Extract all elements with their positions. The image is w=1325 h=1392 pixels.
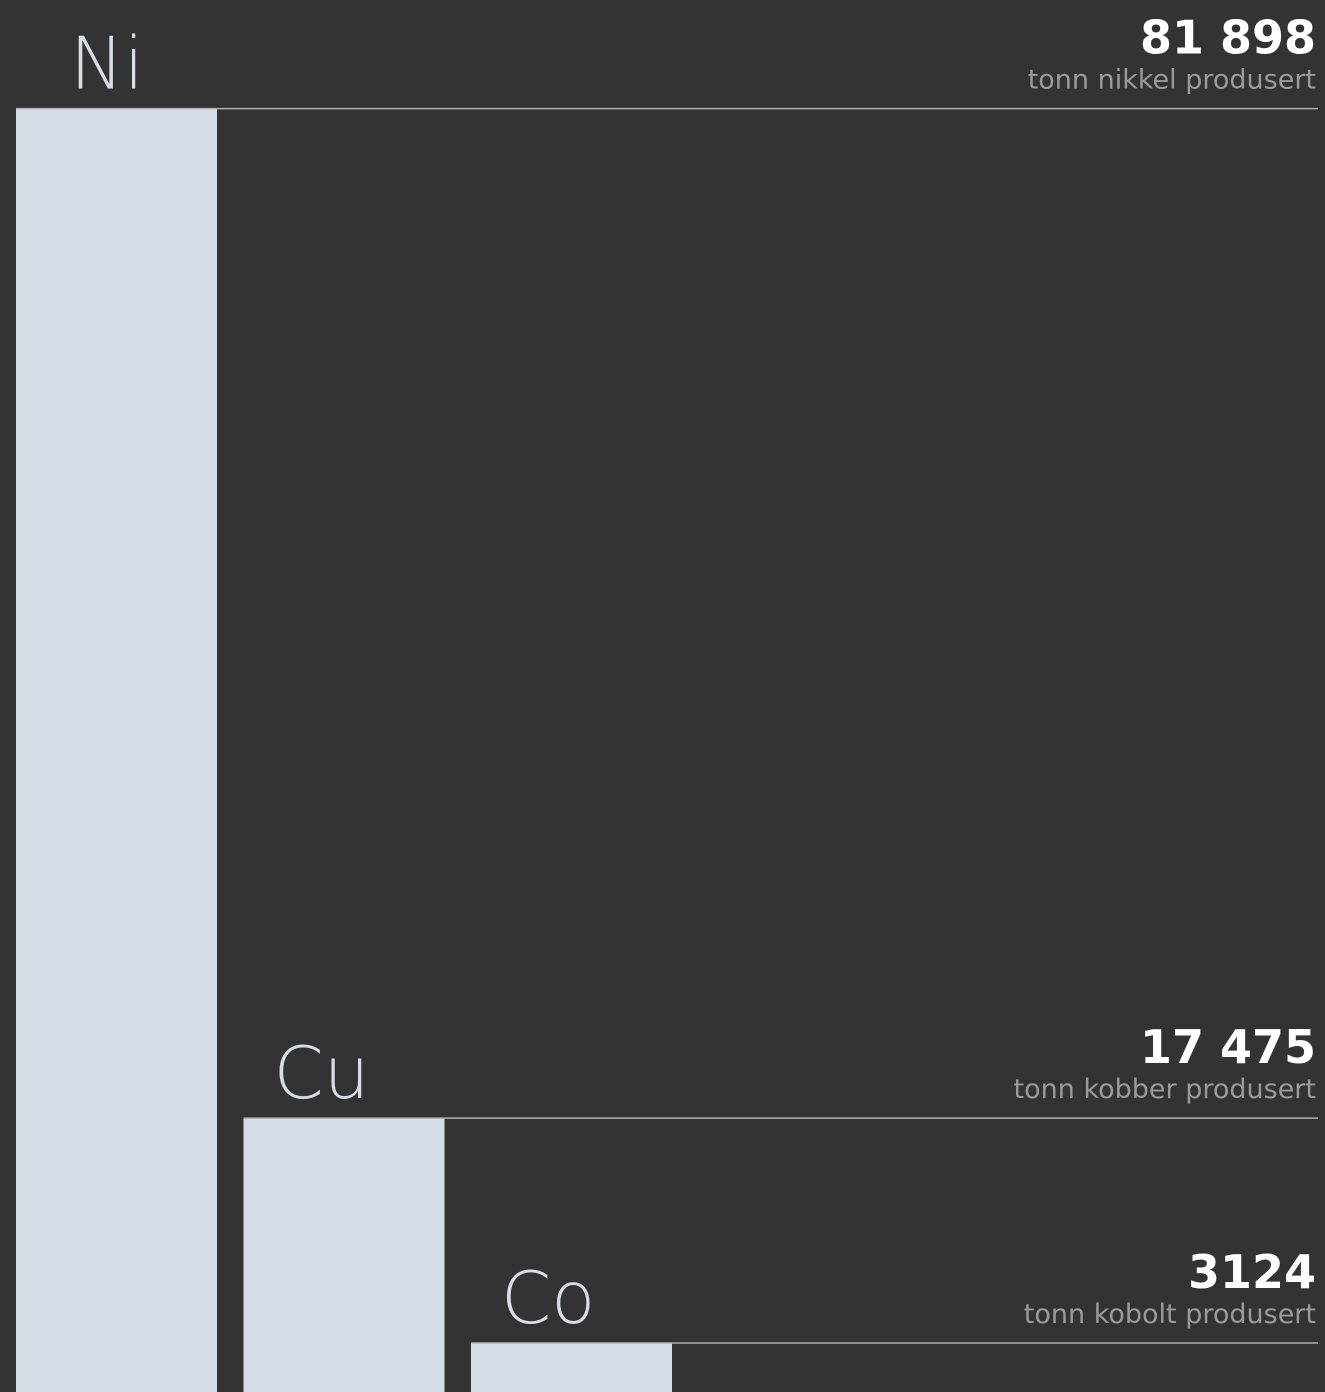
value-label: 81 898 xyxy=(1140,11,1316,65)
value-label: 17 475 xyxy=(1140,1020,1316,1074)
value-description: tonn kobber produsert xyxy=(1014,1074,1316,1105)
category-label: Ni xyxy=(70,22,144,106)
value-description: tonn nikkel produsert xyxy=(1028,65,1316,96)
value-description: tonn kobolt produsert xyxy=(1024,1299,1316,1330)
category-label: Cu xyxy=(274,1031,370,1115)
bar xyxy=(16,108,217,1392)
value-label: 3124 xyxy=(1188,1245,1316,1299)
bar xyxy=(471,1343,672,1392)
bar xyxy=(243,1118,445,1392)
category-label: Co xyxy=(501,1256,595,1340)
